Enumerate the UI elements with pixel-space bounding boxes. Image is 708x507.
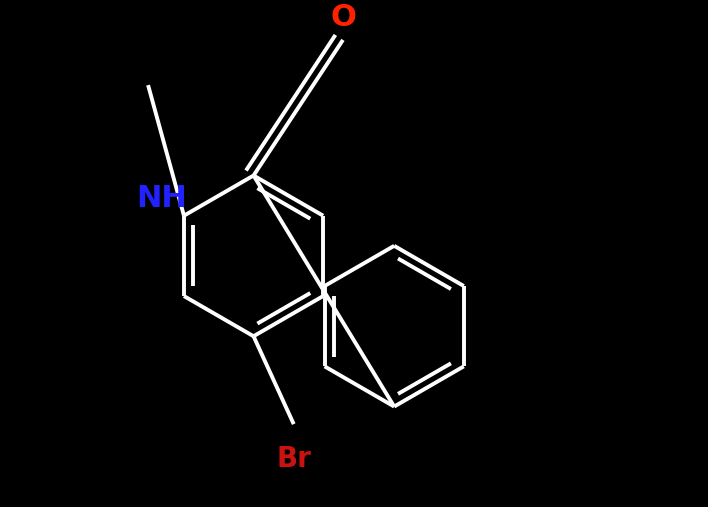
Text: NH: NH — [136, 184, 187, 212]
Text: O: O — [330, 3, 356, 32]
Text: Br: Br — [276, 445, 312, 474]
